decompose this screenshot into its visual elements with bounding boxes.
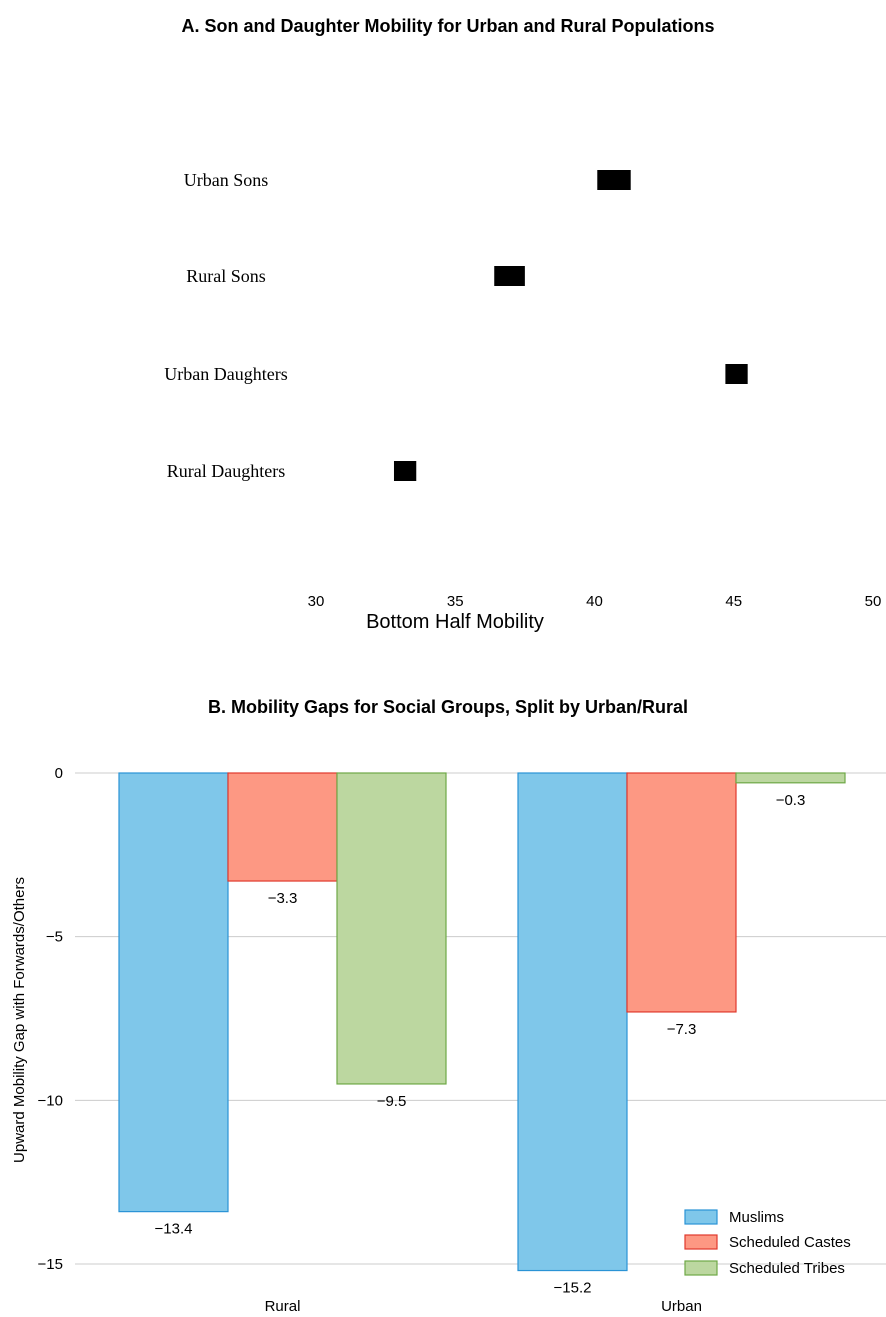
x-category-label-urban: Urban [661, 1298, 702, 1315]
data-label-muslims-rural: −13.4 [155, 1221, 193, 1238]
panel-b-chart: B. Mobility Gaps for Social Groups, Spli… [11, 697, 886, 1315]
marker-rural-sons [494, 266, 525, 286]
panel-b-legend: Muslims Scheduled Castes Scheduled Tribes [684, 1209, 851, 1277]
bar-scheduled-tribes-rural [336, 772, 447, 1085]
legend-swatch-scheduled-castes [684, 1234, 718, 1250]
row-label-rural-daughters: Rural Daughters [167, 461, 285, 481]
panel-b-y-axis-title: Upward Mobility Gap with Forwards/Others [11, 877, 28, 1163]
data-label-muslims-urban: −15.2 [554, 1280, 592, 1297]
data-label-scheduled-tribes-urban: −0.3 [776, 792, 806, 809]
bar-muslims-urban [517, 772, 628, 1272]
legend-swatch-scheduled-tribes [684, 1260, 718, 1276]
legend-swatch-muslims [684, 1209, 718, 1225]
data-label-scheduled-castes-urban: −7.3 [667, 1021, 697, 1038]
y-tick-label: −15 [38, 1256, 63, 1273]
panel-b-bars: −13.4 −3.3 −9.5 Rural −15.2 −7.3 −0.3 Urban [118, 772, 846, 1315]
x-tick-label-50: 50 [865, 593, 882, 610]
bar-scheduled-castes-urban [626, 772, 737, 1013]
x-category-label-rural: Rural [265, 1298, 301, 1315]
bar-scheduled-tribes-urban [735, 772, 846, 784]
row-label-urban-daughters: Urban Daughters [164, 364, 287, 384]
legend-label-muslims: Muslims [729, 1209, 784, 1226]
x-tick-label-30: 30 [308, 593, 325, 610]
x-tick-label-35: 35 [447, 593, 464, 610]
y-tick-label: −5 [46, 929, 63, 946]
legend-label-scheduled-tribes: Scheduled Tribes [729, 1260, 845, 1277]
row-label-urban-sons: Urban Sons [184, 170, 269, 190]
data-label-scheduled-tribes-rural: −9.5 [377, 1093, 407, 1110]
marker-urban-sons [597, 170, 631, 190]
marker-urban-daughters [725, 364, 748, 384]
legend-label-scheduled-castes: Scheduled Castes [729, 1234, 851, 1251]
bar-muslims-rural [118, 772, 229, 1213]
y-tick-label: 0 [55, 765, 63, 782]
row-label-rural-sons: Rural Sons [186, 266, 266, 286]
x-tick-label-45: 45 [725, 593, 742, 610]
data-label-scheduled-castes-rural: −3.3 [268, 890, 298, 907]
x-tick-label-40: 40 [586, 593, 603, 610]
panel-a-x-axis-title: Bottom Half Mobility [366, 611, 544, 633]
panel-a-marks: Urban Sons Rural Sons Urban Daughters Rural… [164, 170, 881, 610]
bar-scheduled-castes-rural [227, 772, 338, 882]
y-tick-label: −10 [38, 1092, 63, 1109]
panel-b-title: B. Mobility Gaps for Social Groups, Spli… [208, 697, 688, 717]
panel-a-chart: A. Son and Daughter Mobility for Urban a… [164, 16, 881, 633]
panel-a-title: A. Son and Daughter Mobility for Urban a… [181, 16, 714, 36]
marker-rural-daughters [393, 461, 417, 481]
